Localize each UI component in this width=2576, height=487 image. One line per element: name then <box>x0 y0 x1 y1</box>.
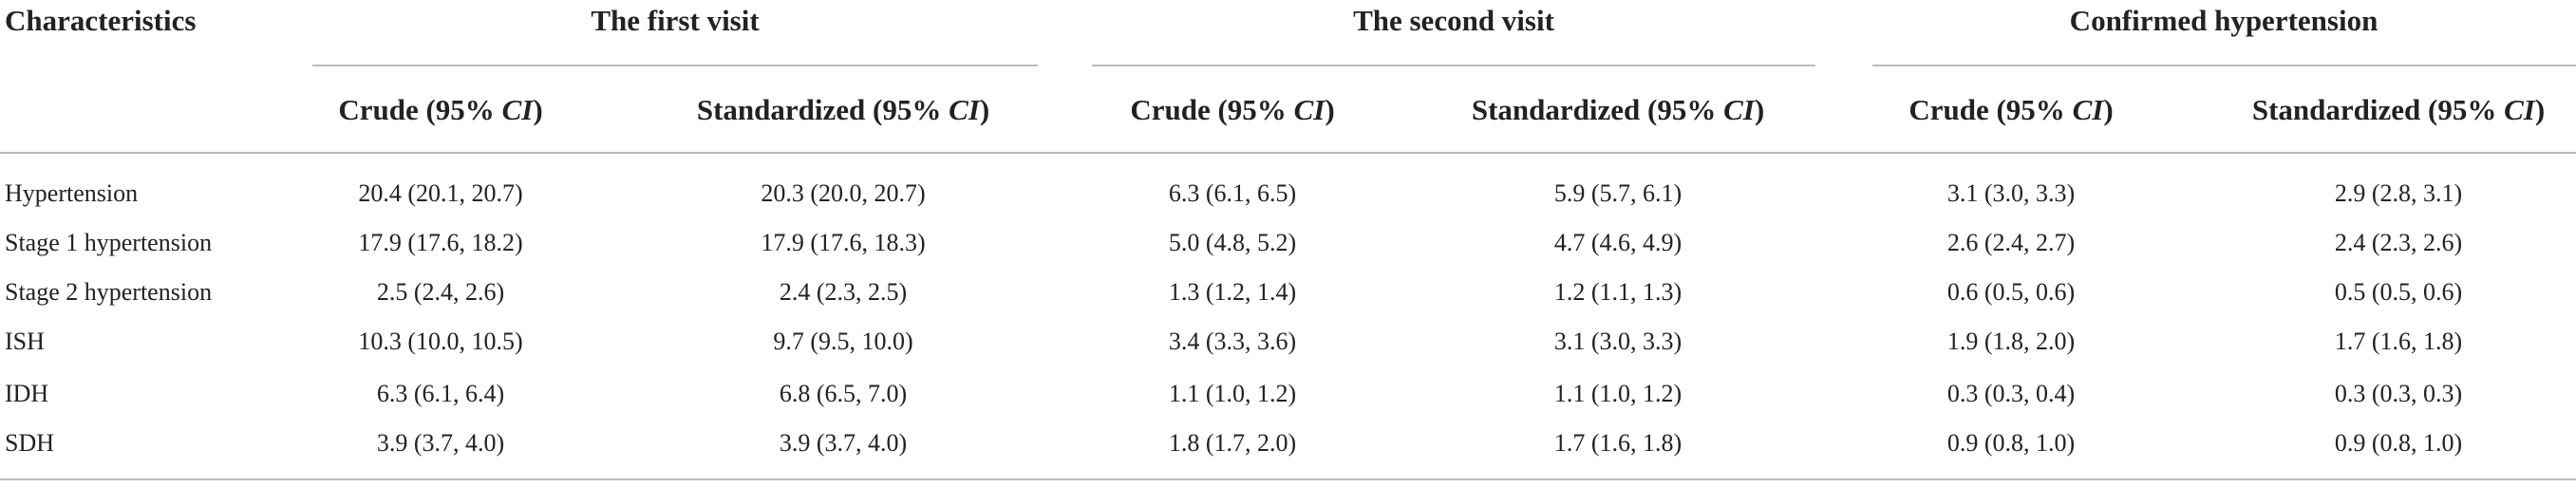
cell: 6.3 (6.1, 6.4) <box>376 380 505 407</box>
rule <box>1092 65 1815 66</box>
cell: 0.3 (0.3, 0.4) <box>1946 380 2076 407</box>
column-header: Standardized (95% CI) <box>697 93 989 127</box>
cell: 1.1 (1.0, 1.2) <box>1168 380 1297 407</box>
row-label: SDH <box>5 429 55 457</box>
column-header-italic: CI <box>2072 93 2104 126</box>
column-header-italic: CI <box>1723 93 1755 126</box>
column-header-text: ) <box>1325 93 1335 126</box>
cell: 17.9 (17.6, 18.3) <box>761 229 926 256</box>
cell: 0.9 (0.8, 1.0) <box>2334 429 2463 457</box>
cell: 20.4 (20.1, 20.7) <box>358 179 523 207</box>
cell: 2.4 (2.3, 2.6) <box>2334 229 2463 256</box>
cell: 6.3 (6.1, 6.5) <box>1168 179 1297 207</box>
cell: 2.5 (2.4, 2.6) <box>376 278 505 306</box>
cell: 2.4 (2.3, 2.5) <box>779 278 908 306</box>
cell: 3.4 (3.3, 3.6) <box>1168 328 1297 355</box>
cell: 3.9 (3.7, 4.0) <box>779 429 908 457</box>
column-header-italic: CI <box>501 93 534 126</box>
column-header: Crude (95% CI) <box>1908 93 2113 127</box>
row-label: Stage 2 hypertension <box>5 278 213 306</box>
group-header: The second visit <box>1353 4 1554 37</box>
rule <box>312 65 1038 66</box>
cell: 5.0 (4.8, 5.2) <box>1168 229 1297 256</box>
column-header-text: Crude (95% <box>338 93 502 126</box>
column-header-text: ) <box>979 93 990 126</box>
cell: 20.3 (20.0, 20.7) <box>761 179 926 207</box>
rule <box>0 152 2576 154</box>
cell: 1.3 (1.2, 1.4) <box>1168 278 1297 306</box>
cell: 3.9 (3.7, 4.0) <box>376 429 505 457</box>
column-header: Crude (95% CI) <box>338 93 542 127</box>
column-header: Standardized (95% CI) <box>2252 93 2545 127</box>
column-header-text: Crude (95% <box>1908 93 2073 126</box>
rule <box>0 478 2576 480</box>
cell: 1.7 (1.6, 1.8) <box>2334 328 2463 355</box>
cell: 1.8 (1.7, 2.0) <box>1168 429 1297 457</box>
column-header-text: ) <box>1754 93 1765 126</box>
cell: 1.2 (1.1, 1.3) <box>1553 278 1683 306</box>
cell: 17.9 (17.6, 18.2) <box>358 229 523 256</box>
row-label: ISH <box>5 328 45 355</box>
column-header-italic: CI <box>949 93 980 126</box>
cell: 10.3 (10.0, 10.5) <box>358 328 523 355</box>
cell: 1.7 (1.6, 1.8) <box>1553 429 1683 457</box>
column-header-text: Crude (95% <box>1130 93 1294 126</box>
cell: 0.5 (0.5, 0.6) <box>2334 278 2463 306</box>
cell: 9.7 (9.5, 10.0) <box>773 328 913 355</box>
cell: 2.6 (2.4, 2.7) <box>1946 229 2076 256</box>
cell: 1.9 (1.8, 2.0) <box>1946 328 2076 355</box>
rule <box>1872 65 2576 66</box>
column-header-text: ) <box>533 93 543 126</box>
cell: 3.1 (3.0, 3.3) <box>1553 328 1683 355</box>
stub-header: Characteristics <box>5 4 197 37</box>
column-header-text: ) <box>2534 93 2546 126</box>
cell: 0.9 (0.8, 1.0) <box>1946 429 2076 457</box>
cell: 0.3 (0.3, 0.3) <box>2334 380 2463 407</box>
column-header-text: Standardized (95% <box>2251 93 2505 126</box>
cell: 5.9 (5.7, 6.1) <box>1553 179 1683 207</box>
cell: 1.1 (1.0, 1.2) <box>1553 380 1683 407</box>
group-header: Confirmed hypertension <box>2069 4 2379 37</box>
row-label: Stage 1 hypertension <box>5 229 213 256</box>
column-header-italic: CI <box>1293 93 1326 126</box>
row-label: IDH <box>5 380 49 407</box>
cell: 0.6 (0.5, 0.6) <box>1946 278 2076 306</box>
column-header-text: Standardized (95% <box>1471 93 1724 126</box>
cell: 2.9 (2.8, 3.1) <box>2334 179 2463 207</box>
column-header-text: ) <box>2103 93 2114 126</box>
row-label: Hypertension <box>5 179 139 207</box>
column-header-text: Standardized (95% <box>696 93 950 126</box>
cell: 3.1 (3.0, 3.3) <box>1946 179 2076 207</box>
column-header-italic: CI <box>2504 93 2535 126</box>
cell: 4.7 (4.6, 4.9) <box>1553 229 1683 256</box>
column-header: Crude (95% CI) <box>1130 93 1334 127</box>
cell: 6.8 (6.5, 7.0) <box>779 380 908 407</box>
column-header: Standardized (95% CI) <box>1472 93 1764 127</box>
group-header: The first visit <box>591 4 760 37</box>
